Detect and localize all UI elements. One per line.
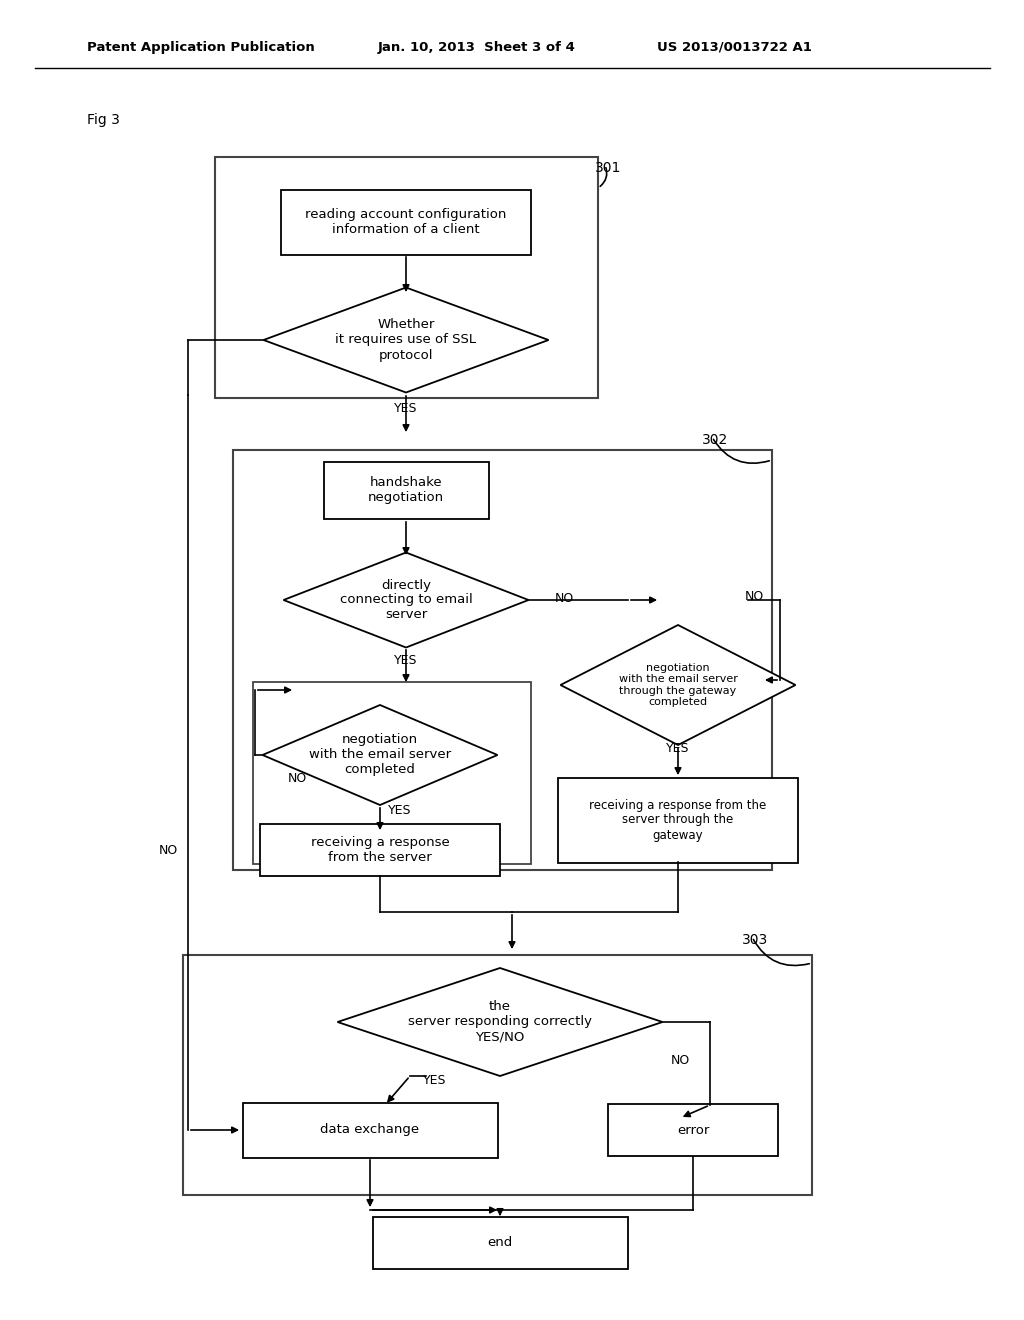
Polygon shape xyxy=(338,968,663,1076)
Polygon shape xyxy=(284,553,528,648)
Text: receiving a response
from the server: receiving a response from the server xyxy=(310,836,450,865)
Text: Jan. 10, 2013  Sheet 3 of 4: Jan. 10, 2013 Sheet 3 of 4 xyxy=(378,41,575,54)
Text: error: error xyxy=(677,1123,710,1137)
Text: 302: 302 xyxy=(701,433,728,447)
Polygon shape xyxy=(560,624,796,744)
Text: the
server responding correctly
YES/NO: the server responding correctly YES/NO xyxy=(408,1001,592,1044)
Bar xyxy=(253,682,531,865)
Polygon shape xyxy=(263,288,549,392)
Bar xyxy=(243,1102,498,1158)
Bar xyxy=(183,954,812,1195)
Text: data exchange: data exchange xyxy=(321,1123,420,1137)
Text: 301: 301 xyxy=(595,161,622,176)
Bar xyxy=(373,1217,628,1269)
Text: Patent Application Publication: Patent Application Publication xyxy=(87,41,314,54)
Text: directly
connecting to email
server: directly connecting to email server xyxy=(340,578,472,622)
Text: YES: YES xyxy=(388,804,412,817)
Text: negotiation
with the email server
through the gateway
completed: negotiation with the email server throug… xyxy=(618,663,737,708)
Text: receiving a response from the
server through the
gateway: receiving a response from the server thr… xyxy=(590,799,767,842)
Text: YES: YES xyxy=(394,653,418,667)
Text: NO: NO xyxy=(288,771,307,784)
Text: YES: YES xyxy=(394,401,418,414)
Text: handshake
negotiation: handshake negotiation xyxy=(368,477,444,504)
Bar xyxy=(558,777,798,862)
Text: NO: NO xyxy=(671,1053,689,1067)
Bar xyxy=(215,157,598,399)
Text: reading account configuration
information of a client: reading account configuration informatio… xyxy=(305,209,507,236)
Text: 303: 303 xyxy=(741,933,768,946)
Text: NO: NO xyxy=(745,590,764,603)
Text: Fig 3: Fig 3 xyxy=(87,114,120,127)
Bar xyxy=(233,450,772,870)
Text: YES: YES xyxy=(423,1073,446,1086)
Bar xyxy=(324,462,488,519)
Bar xyxy=(281,190,531,255)
Text: end: end xyxy=(487,1237,513,1250)
Bar xyxy=(608,1104,778,1156)
Text: NO: NO xyxy=(159,843,177,857)
Text: negotiation
with the email server
completed: negotiation with the email server comple… xyxy=(309,734,451,776)
Text: YES: YES xyxy=(667,742,690,755)
Polygon shape xyxy=(262,705,498,805)
Text: Whether
it requires use of SSL
protocol: Whether it requires use of SSL protocol xyxy=(336,318,476,362)
Text: NO: NO xyxy=(555,591,574,605)
Bar xyxy=(260,824,500,876)
Text: US 2013/0013722 A1: US 2013/0013722 A1 xyxy=(657,41,812,54)
